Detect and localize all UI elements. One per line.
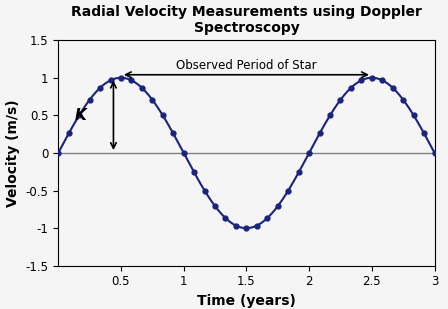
Text: Observed Period of Star: Observed Period of Star	[176, 59, 317, 72]
X-axis label: Time (years): Time (years)	[197, 294, 296, 308]
Text: K: K	[75, 108, 87, 123]
Y-axis label: Velocity (m/s): Velocity (m/s)	[6, 99, 20, 207]
Title: Radial Velocity Measurements using Doppler
Spectroscopy: Radial Velocity Measurements using Doppl…	[71, 5, 422, 35]
